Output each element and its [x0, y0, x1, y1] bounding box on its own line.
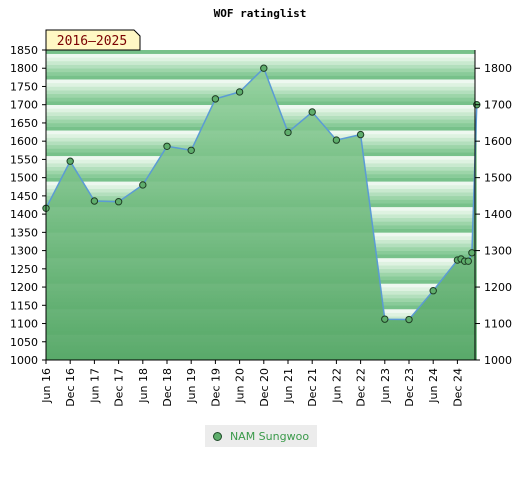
x-tick-label: Dec 17 — [113, 368, 126, 407]
data-point — [235, 88, 244, 96]
x-tick-label: Jun 22 — [330, 368, 343, 404]
x-tick-label: Jun 17 — [88, 368, 101, 404]
x-tick-label: Dec 23 — [403, 368, 416, 407]
data-point — [332, 136, 341, 144]
right-axis-ticks: 1000 1100 1200 1300 1400 1500 1600 1700 1800 — [475, 62, 512, 367]
legend: NAM Sungwoo — [205, 425, 317, 447]
data-point — [464, 257, 472, 265]
data-point — [66, 157, 74, 165]
data-point — [284, 128, 292, 137]
left-tick-label: 1400 — [10, 208, 38, 221]
left-tick-label: 1000 — [10, 354, 38, 367]
right-tick-label: 1000 — [484, 354, 512, 367]
data-point — [381, 315, 389, 323]
background-band — [46, 68, 475, 73]
x-tick-label: Jun 16 — [40, 368, 53, 404]
data-point — [139, 181, 147, 189]
left-tick-label: 1350 — [10, 226, 38, 239]
x-tick-label: Jun 24 — [427, 368, 440, 404]
right-tick-label: 1300 — [484, 245, 512, 258]
left-tick-label: 1250 — [10, 263, 38, 276]
x-tick-label: Dec 19 — [209, 368, 222, 407]
data-point — [405, 315, 413, 324]
series-markers — [42, 64, 481, 324]
left-tick-label: 1050 — [10, 336, 38, 349]
x-tick-label: Jun 20 — [234, 368, 247, 404]
x-tick-label: Dec 18 — [161, 368, 174, 407]
left-tick-label: 1150 — [10, 299, 38, 312]
x-tick-label: Jun 18 — [137, 368, 150, 404]
right-tick-label: 1600 — [484, 135, 512, 148]
left-tick-label: 1300 — [10, 245, 38, 258]
left-tick-label: 1750 — [10, 80, 38, 93]
background-band — [46, 53, 475, 58]
series-area — [46, 68, 477, 360]
background-band — [46, 57, 475, 62]
left-tick-label: 1550 — [10, 153, 38, 166]
right-tick-label: 1700 — [484, 99, 512, 112]
data-point — [187, 146, 195, 154]
period-badge: 2016–2025 — [45, 29, 141, 51]
period-badge-text: 2016–2025 — [57, 34, 127, 49]
x-tick-label: Jun 21 — [282, 368, 295, 404]
data-point — [163, 142, 171, 150]
right-tick-label: 1100 — [484, 318, 512, 331]
right-tick-label: 1400 — [484, 208, 512, 221]
left-tick-label: 1200 — [10, 281, 38, 294]
left-tick-label: 1100 — [10, 318, 38, 331]
right-tick-label: 1200 — [484, 281, 512, 294]
background-band — [46, 60, 475, 65]
data-point — [468, 249, 476, 257]
data-point — [114, 198, 123, 206]
data-point — [260, 64, 268, 72]
left-tick-label: 1650 — [10, 117, 38, 130]
x-tick-label: Dec 22 — [355, 368, 368, 407]
x-axis-labels: Jun 16 Dec 16 Jun 17 Dec 17 Jun 18 Dec 18 Jun … — [40, 360, 464, 407]
data-point — [356, 130, 365, 139]
data-point — [308, 108, 316, 116]
data-point — [429, 287, 437, 295]
left-tick-label: 1850 — [10, 44, 38, 57]
x-tick-label: Dec 21 — [306, 368, 319, 407]
x-tick-label: Dec 20 — [258, 368, 271, 407]
legend-label: NAM Sungwoo — [229, 429, 310, 443]
left-tick-label: 1800 — [10, 62, 38, 75]
left-tick-label: 1500 — [10, 172, 38, 185]
chart-title: WOF ratinglist — [214, 7, 307, 20]
x-tick-label: Dec 24 — [451, 368, 464, 407]
left-tick-label: 1700 — [10, 99, 38, 112]
right-tick-label: 1800 — [484, 62, 512, 75]
background-band — [46, 50, 475, 54]
left-tick-label: 1600 — [10, 135, 38, 148]
x-tick-label: Jun 19 — [185, 368, 198, 404]
left-tick-label: 1450 — [10, 190, 38, 203]
data-point — [211, 95, 220, 103]
background-band — [46, 64, 475, 69]
legend-marker-icon — [212, 431, 222, 441]
data-point — [90, 197, 99, 205]
left-axis-ticks: 1000 1050 1100 1150 1200 1250 1300 1350 1400 1450… — [10, 44, 46, 367]
right-tick-label: 1500 — [484, 172, 512, 185]
x-tick-label: Dec 16 — [64, 368, 77, 407]
x-tick-label: Jun 23 — [379, 368, 392, 404]
